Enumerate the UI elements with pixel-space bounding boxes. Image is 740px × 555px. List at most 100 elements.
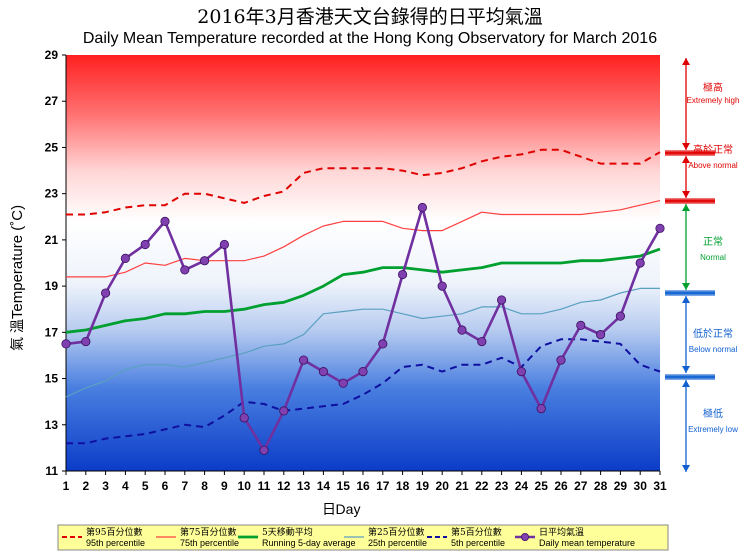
arrow-extremely-low-head-top [682,380,690,387]
arrow-extremely-low-head-bottom [682,465,690,472]
x-tick-label: 20 [436,479,450,493]
x-tick-label: 7 [181,479,188,493]
series-line-p5 [66,338,661,445]
y-tick-label: 27 [45,94,59,108]
data-point [655,223,665,233]
x-tick-label: 26 [554,479,568,493]
x-tick-label: 1 [63,479,70,493]
data-point [120,253,131,263]
arrow-normal-head-top [682,204,690,211]
data-point [615,311,626,321]
y-tick-label: 29 [45,48,59,62]
data-point [160,216,170,226]
category-label: Normal [700,253,726,262]
x-tick-label: 11 [258,479,271,493]
data-point [219,239,229,250]
category-label-chinese: 正常 [703,235,723,248]
series-line-running [65,247,661,334]
category-label: Extremely high [687,96,740,105]
x-tick-label: 16 [356,479,370,493]
y-tick-label: 19 [45,279,59,293]
threshold-95th-marker-core [665,151,715,155]
category-label: Above normal [688,161,738,170]
series-line-p95 [66,148,661,216]
x-tick-label: 13 [297,479,311,493]
legend-label-chinese: 第95百分位數 [86,526,142,538]
x-tick-label: 15 [337,479,351,493]
x-tick-label: 10 [238,479,252,493]
data-point [101,288,111,298]
data-point [457,325,467,335]
x-tick-label: 29 [614,479,628,493]
x-tick-label: 22 [475,479,489,493]
x-tick-label: 30 [634,479,648,493]
y-axis-label-chinese: 氣溫 [10,315,26,351]
y-tick-label: 17 [45,325,59,339]
category-label-chinese: 高於正常 [693,143,733,156]
y-tick-label: 11 [45,464,58,478]
x-tick-label: 17 [376,479,390,493]
x-tick-label: 14 [317,479,331,493]
data-point [397,269,408,280]
series-line-p75 [66,200,661,278]
x-tick-label: 3 [102,479,109,493]
x-axis-label: Day [336,501,361,517]
data-point [61,339,71,349]
x-tick-label: 5 [142,479,149,493]
data-point [298,355,309,365]
x-tick-label: 8 [201,479,208,493]
x-tick-label: 18 [396,479,410,493]
threshold-25th-marker-core [665,291,715,295]
arrow-extremely-high-head-top [682,58,690,65]
legend-marker [521,533,530,542]
arrow-above-normal-head-top [682,156,690,163]
legend-label: 5th percentile [451,538,505,548]
legend-label-chinese: 日平均氣溫 [539,526,584,538]
arrow-normal-head-bottom [682,283,690,290]
data-point [516,367,527,377]
data-point [81,336,91,347]
data-point [496,295,507,305]
data-point [536,403,546,414]
data-point [279,406,289,416]
legend-label: 95th percentile [86,538,145,548]
legend-label-chinese: 第75百分位數 [180,526,236,538]
legend-label: Running 5-day average [262,538,356,548]
legend-label-chinese: 第5百分位數 [451,526,502,538]
category-label-chinese: 極低 [703,407,723,420]
data-point [437,281,447,291]
x-tick-label: 25 [535,479,549,493]
threshold-75th-marker-core [665,199,715,203]
data-point [180,265,190,275]
x-tick-label: 9 [221,479,228,493]
data-point [338,378,348,388]
data-point [556,355,566,365]
data-point [576,320,586,330]
data-point [239,413,249,423]
x-tick-label: 24 [515,479,529,493]
legend-label: 25th percentile [368,538,427,548]
data-point [595,330,606,340]
data-point [477,336,487,347]
y-tick-label: 21 [45,233,59,247]
arrow-above-normal-head-bottom [682,191,690,198]
x-tick-label: 31 [653,479,667,493]
x-tick-label: 12 [277,479,291,493]
x-axis-label-chinese: 日 [322,502,336,518]
series-line-p25 [65,287,660,398]
category-label: Extremely low [688,425,738,434]
arrow-below-normal-head-bottom [682,366,690,373]
x-tick-label: 6 [162,479,169,493]
threshold-5th-marker-core [665,375,715,379]
arrow-extremely-high-head-bottom [682,143,690,150]
legend-label-chinese: 5天移動平均 [262,526,313,538]
x-tick-label: 19 [416,479,430,493]
data-point [358,367,368,377]
category-label-chinese: 極高 [703,81,723,94]
arrow-below-normal-head-top [682,296,690,303]
y-tick-label: 25 [45,140,59,154]
x-tick-label: 2 [82,479,89,493]
data-point [259,445,269,455]
